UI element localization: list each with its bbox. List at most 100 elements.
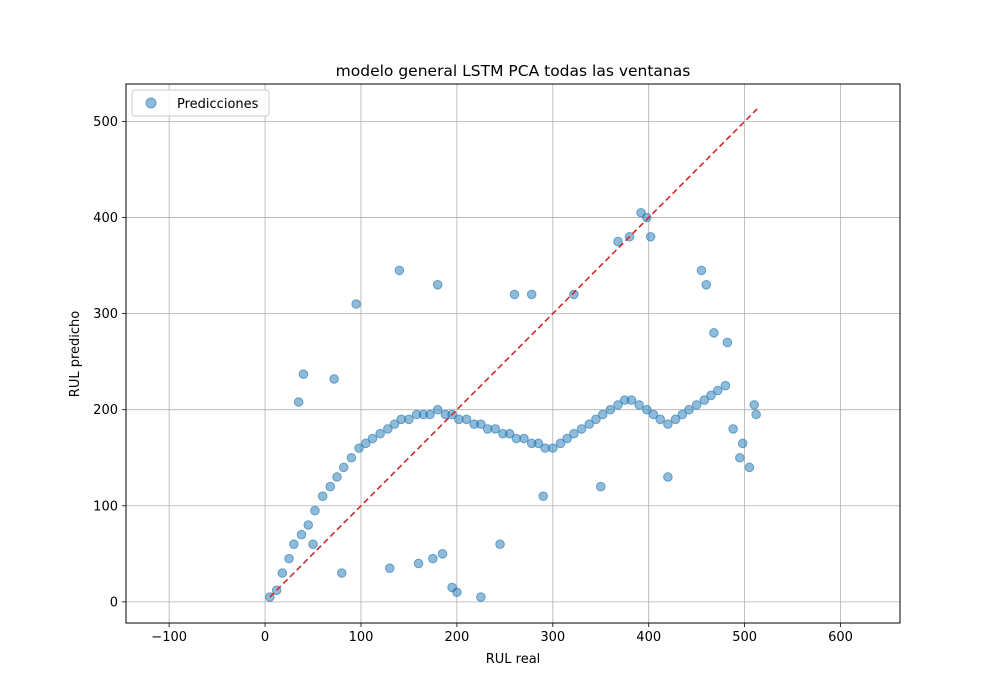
data-point (351, 299, 361, 309)
data-point (648, 409, 659, 420)
data-point (509, 289, 520, 300)
data-point (289, 539, 299, 550)
data-point (490, 424, 501, 434)
data-point (383, 424, 393, 434)
data-point (452, 587, 462, 598)
data-point (495, 539, 505, 550)
data-point (591, 414, 601, 425)
data-point (367, 433, 378, 444)
data-point (310, 505, 320, 516)
data-point (428, 553, 438, 564)
data-point (277, 568, 288, 578)
x-tick-label: 200 (444, 630, 469, 645)
data-point (336, 568, 347, 578)
y-tick-label: 200 (93, 403, 118, 418)
data-point (461, 414, 472, 425)
data-point (720, 380, 731, 391)
data-point (432, 280, 443, 290)
data-points (265, 207, 761, 602)
data-point (696, 265, 707, 276)
data-point (375, 428, 385, 439)
data-point (332, 472, 342, 482)
data-point (626, 395, 637, 405)
data-point (338, 462, 349, 473)
data-point (735, 452, 745, 463)
data-point (476, 592, 486, 602)
data-point (569, 289, 579, 300)
data-point (699, 395, 710, 405)
data-point (722, 337, 733, 348)
y-tick-label: 300 (93, 307, 118, 322)
data-point (751, 409, 761, 420)
data-point (728, 424, 738, 434)
y-axis-label: RUL predicho (68, 311, 83, 397)
data-point (744, 462, 755, 473)
data-point (437, 549, 448, 559)
data-point (389, 419, 400, 429)
x-tick-label: 100 (349, 630, 374, 645)
legend-marker (145, 97, 157, 109)
data-point (432, 404, 443, 415)
data-point (526, 289, 537, 300)
y-tick-label: 0 (110, 595, 118, 610)
data-point (404, 414, 414, 425)
y-tick-label: 400 (93, 211, 118, 226)
data-point (394, 265, 405, 276)
data-point (504, 428, 515, 439)
data-point (569, 428, 579, 439)
reference-line-layer (269, 108, 758, 598)
data-point (284, 553, 294, 564)
data-point (538, 491, 549, 501)
data-point (413, 558, 424, 569)
data-point (584, 419, 595, 429)
data-point (293, 397, 304, 407)
legend: Predicciones (131, 89, 270, 117)
data-point (641, 404, 652, 415)
data-point (701, 280, 712, 290)
data-point (737, 438, 748, 449)
data-point (677, 409, 688, 420)
x-tick-label: −100 (151, 630, 187, 645)
x-tick-label: 600 (828, 630, 853, 645)
ideal-prediction-line (269, 108, 758, 598)
data-point (613, 400, 623, 410)
data-point (670, 414, 681, 425)
data-point (548, 443, 558, 453)
data-point (519, 433, 529, 444)
data-point (641, 212, 652, 223)
data-point (354, 443, 364, 453)
data-point (645, 231, 656, 242)
chart-title: modelo general LSTM PCA todas las ventan… (336, 62, 691, 80)
data-point (709, 328, 719, 338)
data-point (562, 433, 572, 444)
data-point (303, 520, 314, 530)
y-axis: 0 100 200 300 400 500 (93, 115, 126, 610)
y-tick-label: 100 (93, 499, 118, 514)
data-point (576, 424, 587, 434)
data-point (605, 404, 616, 415)
data-point (425, 409, 435, 420)
data-point (555, 438, 566, 449)
data-point (308, 539, 318, 550)
data-point (595, 481, 606, 492)
data-point (597, 409, 608, 420)
data-point (317, 491, 328, 501)
plot-frame (125, 83, 901, 624)
x-tick-label: 500 (732, 630, 757, 645)
x-tick-label: 300 (540, 630, 565, 645)
data-point (533, 438, 544, 449)
data-point (384, 563, 395, 574)
x-tick-label: 400 (636, 630, 661, 645)
data-point (691, 400, 702, 410)
data-point (749, 400, 760, 410)
data-point (360, 438, 371, 449)
data-point (346, 452, 357, 463)
data-point (663, 419, 673, 429)
x-axis: −100 0 100 200 300 400 500 600 (151, 623, 853, 645)
data-point (329, 374, 339, 384)
data-point (706, 390, 716, 401)
legend-box (131, 89, 270, 117)
data-point (325, 481, 336, 492)
